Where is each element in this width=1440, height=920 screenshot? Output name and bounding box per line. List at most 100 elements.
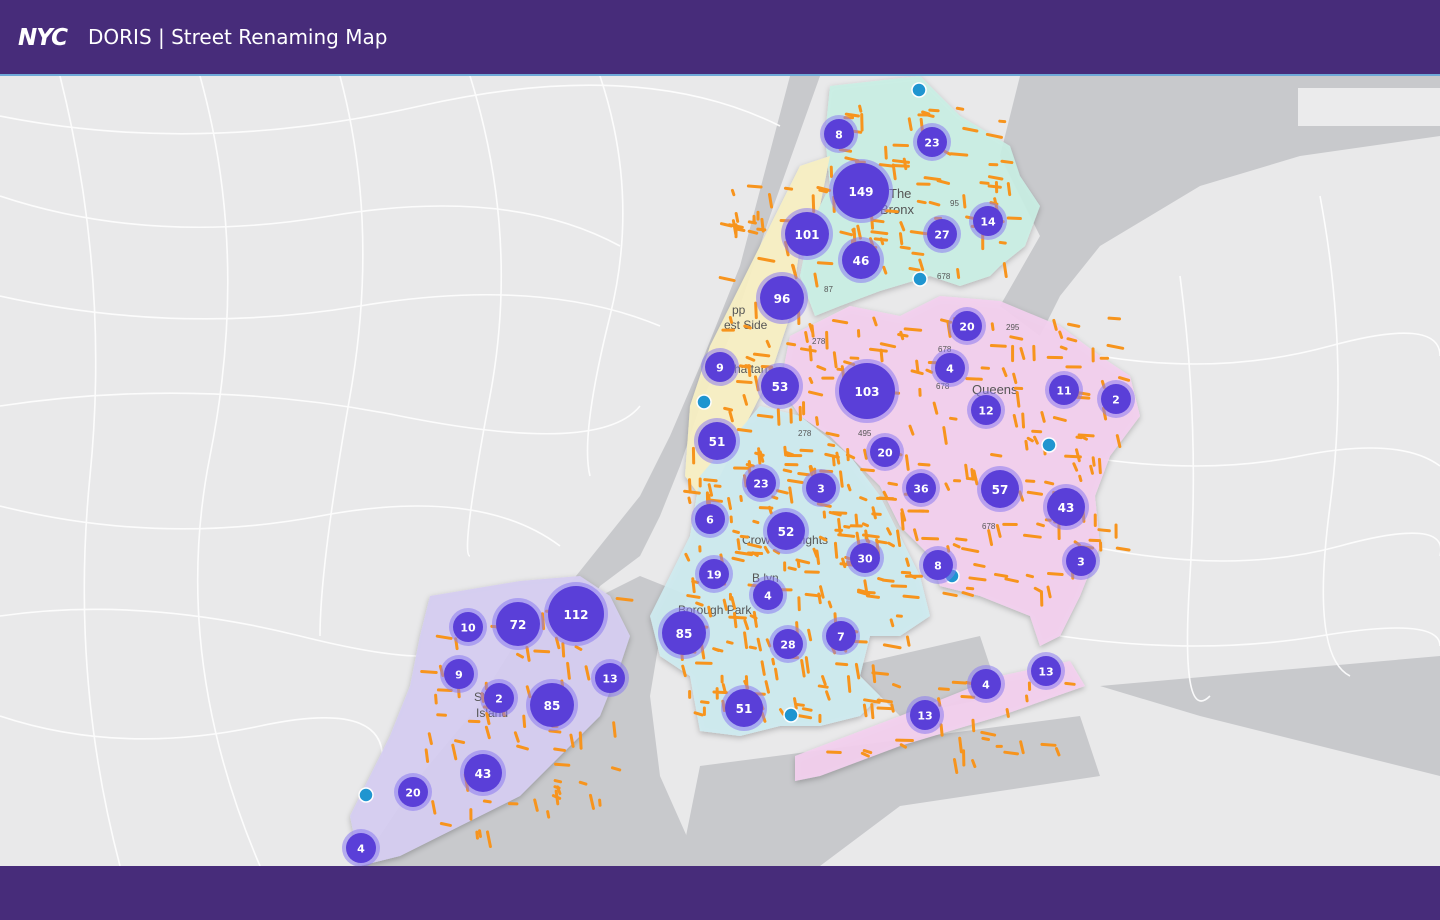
street-segment[interactable] [928, 108, 940, 113]
street-segment[interactable] [844, 112, 860, 118]
street-segment[interactable] [971, 759, 977, 769]
street-segment[interactable] [434, 693, 438, 705]
street-segment[interactable] [427, 732, 433, 746]
street-segment[interactable] [1078, 474, 1083, 483]
street-segment[interactable] [833, 541, 839, 559]
street-segment[interactable] [952, 757, 959, 774]
street-segment[interactable] [561, 642, 566, 658]
street-segment[interactable] [964, 463, 969, 479]
street-segment[interactable] [420, 669, 438, 675]
street-segment[interactable] [797, 471, 810, 477]
street-segment[interactable] [886, 527, 892, 536]
street-segment[interactable] [546, 810, 551, 819]
street-segment[interactable] [949, 152, 969, 157]
street-segment[interactable] [783, 445, 788, 457]
street-segment[interactable] [1044, 480, 1055, 486]
street-segment[interactable] [757, 256, 776, 263]
street-segment[interactable] [1046, 585, 1052, 599]
cluster-marker[interactable]: 12 [967, 391, 1005, 429]
street-segment[interactable] [937, 687, 950, 691]
street-segment[interactable] [1021, 412, 1026, 429]
street-segment[interactable] [436, 688, 453, 692]
cluster-circle[interactable] [662, 611, 706, 655]
street-segment[interactable] [1117, 376, 1131, 382]
street-segment[interactable] [747, 542, 762, 549]
street-renaming-point[interactable] [912, 271, 928, 287]
street-segment[interactable] [939, 723, 944, 737]
street-segment[interactable] [891, 163, 897, 181]
street-segment[interactable] [615, 596, 634, 602]
street-segment[interactable] [905, 635, 911, 647]
cluster-circle[interactable] [767, 512, 805, 550]
street-segment[interactable] [918, 258, 925, 272]
cluster-circle[interactable] [850, 543, 880, 573]
street-segment[interactable] [1107, 316, 1122, 321]
street-segment[interactable] [909, 573, 917, 580]
street-renaming-point[interactable] [1041, 437, 1057, 453]
street-segment[interactable] [693, 711, 704, 717]
street-segment[interactable] [742, 394, 749, 406]
street-segment[interactable] [808, 345, 813, 362]
cluster-circle[interactable] [923, 550, 953, 580]
street-segment[interactable] [951, 680, 967, 685]
street-segment[interactable] [981, 736, 991, 742]
street-segment[interactable] [863, 698, 881, 704]
cluster-marker[interactable]: 23 [913, 123, 951, 161]
street-segment[interactable] [889, 618, 895, 628]
cluster-marker[interactable]: 9 [440, 655, 478, 693]
street-segment[interactable] [730, 596, 737, 610]
cluster-marker[interactable]: 112 [544, 582, 608, 646]
street-segment[interactable] [1019, 347, 1026, 360]
street-segment[interactable] [879, 342, 897, 349]
street-segment[interactable] [815, 549, 821, 565]
cluster-circle[interactable] [761, 367, 799, 405]
street-segment[interactable] [859, 496, 868, 502]
street-segment[interactable] [841, 557, 847, 569]
cluster-marker[interactable]: 43 [460, 750, 506, 796]
street-segment[interactable] [843, 524, 851, 529]
street-segment[interactable] [807, 628, 813, 642]
street-segment[interactable] [791, 263, 797, 277]
cluster-marker[interactable]: 10 [449, 608, 487, 646]
street-segment[interactable] [578, 731, 583, 750]
street-segment[interactable] [862, 703, 868, 718]
street-segment[interactable] [533, 798, 539, 812]
street-segment[interactable] [764, 680, 771, 694]
street-renaming-point[interactable] [911, 82, 927, 98]
street-segment[interactable] [610, 766, 622, 772]
street-segment[interactable] [1012, 413, 1019, 428]
street-segment[interactable] [1115, 434, 1122, 449]
street-segment[interactable] [856, 224, 862, 240]
street-segment[interactable] [990, 452, 1003, 458]
street-segment[interactable] [827, 443, 836, 447]
street-segment[interactable] [825, 431, 840, 438]
street-segment[interactable] [1025, 694, 1029, 703]
street-segment[interactable] [774, 667, 779, 681]
street-segment[interactable] [687, 496, 692, 505]
cluster-circle[interactable] [785, 212, 829, 256]
street-segment[interactable] [435, 634, 453, 640]
street-segment[interactable] [863, 448, 868, 460]
street-segment[interactable] [987, 184, 1002, 189]
street-segment[interactable] [868, 347, 888, 353]
street-segment[interactable] [1074, 448, 1081, 463]
street-segment[interactable] [816, 185, 832, 192]
street-segment[interactable] [752, 610, 758, 628]
street-segment[interactable] [979, 181, 990, 185]
street-segment[interactable] [763, 545, 770, 554]
street-segment[interactable] [839, 470, 844, 488]
street-segment[interactable] [736, 538, 741, 551]
cluster-circle[interactable] [842, 241, 880, 279]
street-segment[interactable] [752, 519, 760, 525]
street-segment[interactable] [1040, 411, 1046, 423]
street-segment[interactable] [475, 830, 479, 840]
cluster-circle[interactable] [971, 395, 1001, 425]
street-segment[interactable] [743, 631, 749, 650]
street-segment[interactable] [1075, 435, 1083, 440]
street-segment[interactable] [907, 117, 913, 131]
street-segment[interactable] [1025, 573, 1034, 579]
street-segment[interactable] [735, 227, 746, 233]
street-segment[interactable] [804, 330, 809, 343]
street-renaming-point[interactable] [783, 707, 799, 723]
street-segment[interactable] [767, 193, 774, 209]
